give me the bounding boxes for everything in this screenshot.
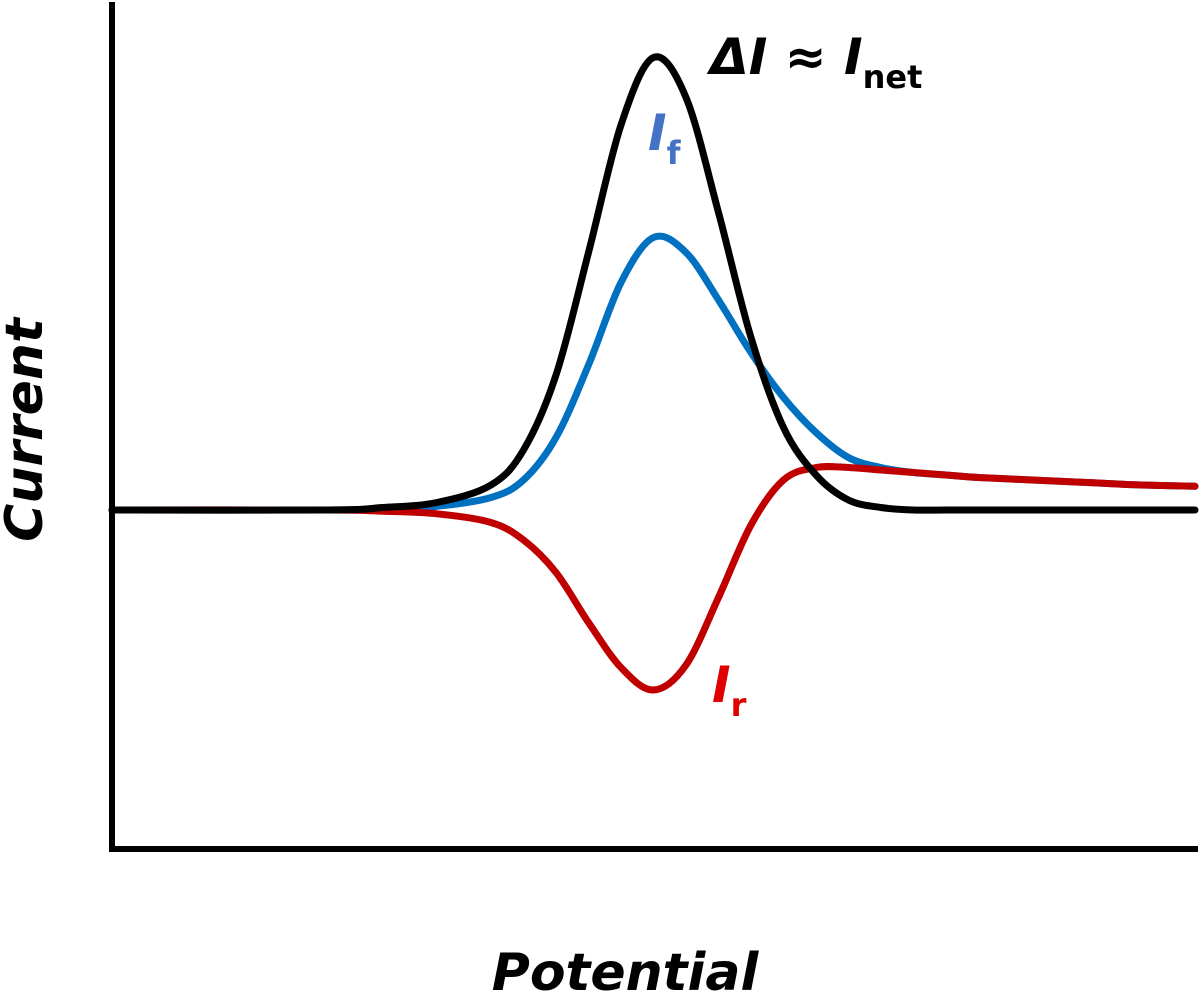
series-label-net-main: ΔI ≈ I [706,28,863,86]
series-label-forward-main: I [648,104,667,162]
y-axis-label: Current [0,316,55,542]
plot-curves [108,53,1199,694]
series-line-net [108,53,1199,514]
series-line-forward [108,232,1199,514]
series-label-net-sub: net [863,58,923,96]
series-label-forward-sub: f [667,134,682,172]
series-label-reverse-sub: r [731,686,747,724]
series-label-reverse: Ir [712,656,747,724]
series-label-forward: If [648,104,682,172]
series-label-reverse-main: I [712,656,731,714]
series-line-reverse [108,462,1199,694]
x-axis-label: Potential [492,943,760,998]
series-label-net: ΔI ≈ Inet [706,28,922,96]
